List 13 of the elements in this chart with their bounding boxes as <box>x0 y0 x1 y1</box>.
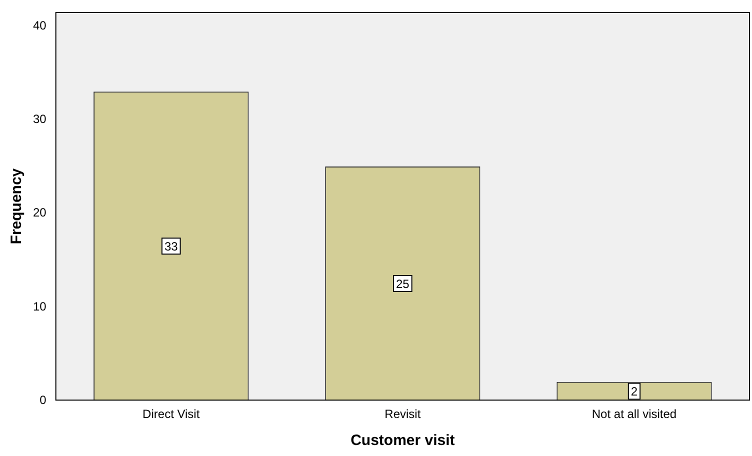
y-tick-label: 0 <box>40 392 47 407</box>
x-tick-label: Direct Visit <box>142 407 200 422</box>
y-axis-title: Frequency <box>8 168 26 244</box>
data-label: 25 <box>396 276 410 291</box>
y-tick-label: 10 <box>32 299 47 314</box>
x-axis-title: Customer visit <box>350 432 455 450</box>
y-tick-label: 40 <box>32 18 47 32</box>
data-label: 2 <box>630 384 638 399</box>
x-tick-label: Revisit <box>384 407 422 422</box>
data-label: 33 <box>164 239 178 254</box>
y-tick-label: 30 <box>32 112 47 126</box>
x-tick-label: Not at all visited <box>592 407 677 422</box>
y-tick-label: 20 <box>32 206 47 220</box>
